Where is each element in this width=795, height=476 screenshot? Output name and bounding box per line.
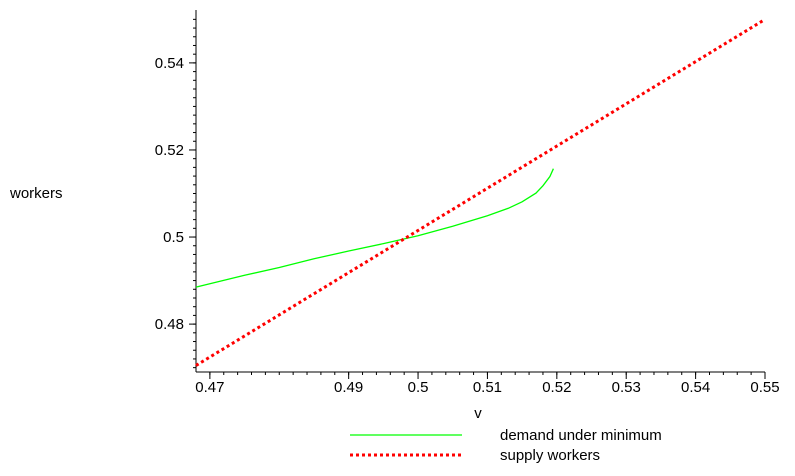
y-ticks: 0.48 0.5 0.52 0.54 — [155, 18, 196, 369]
legend-label: supply workers — [500, 447, 600, 464]
x-axis-label: v — [474, 405, 482, 422]
series-line — [195, 18, 766, 367]
x-tick-label: 0.52 — [542, 379, 571, 396]
y-tick-label: 0.54 — [155, 55, 184, 72]
series-layer — [195, 18, 766, 367]
x-tick-label: 0.5 — [408, 379, 429, 396]
x-tick-label: 0.53 — [612, 379, 641, 396]
axes — [195, 10, 765, 373]
y-tick-label: 0.52 — [155, 142, 184, 159]
y-axis-label: workers — [9, 185, 63, 202]
x-tick-label: 0.55 — [750, 379, 779, 396]
x-tick-label: 0.51 — [473, 379, 502, 396]
series-line — [195, 168, 554, 288]
y-tick-label: 0.48 — [155, 316, 184, 333]
x-tick-label: 0.47 — [195, 379, 224, 396]
legend: demand under minimum supply workers — [350, 427, 662, 464]
x-ticks: 0.47 0.49 0.5 0.51 0.52 0.53 0.54 0.55 — [195, 372, 780, 396]
legend-label: demand under minimum — [500, 427, 662, 444]
x-tick-label: 0.49 — [334, 379, 363, 396]
y-tick-label: 0.5 — [163, 229, 184, 246]
x-tick-label: 0.54 — [681, 379, 710, 396]
